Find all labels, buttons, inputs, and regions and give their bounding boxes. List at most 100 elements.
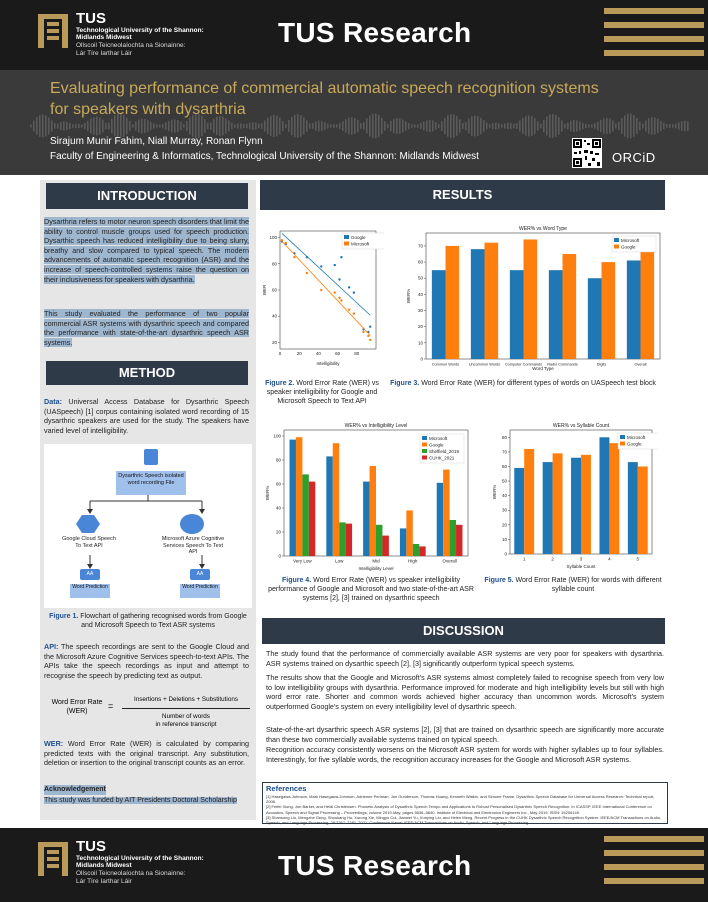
intro-text-2: This study evaluated the performance of … xyxy=(44,309,249,347)
data-label: Data: xyxy=(44,397,62,406)
chart-wer-vs-intelligibility: 20 40 60 80 100 Intelligibility WER 0 20 40 60 80 Go… xyxy=(258,219,384,371)
x-tick-label: Overall xyxy=(634,363,646,367)
reference-2: [2] Feifei Xiong, Jon Barker, and Heidi … xyxy=(266,804,652,815)
tus-logo-icon xyxy=(38,842,68,876)
api-label: API: xyxy=(44,642,59,651)
y-tick-label: 40 xyxy=(502,493,508,498)
x-tick-label: 5 xyxy=(637,557,640,562)
legend-box xyxy=(341,232,384,250)
bar xyxy=(609,443,620,554)
y-tick-label: 60 xyxy=(502,464,508,469)
bar xyxy=(445,245,460,359)
x-tick-label: Common Words xyxy=(432,363,459,367)
y-tick-label: 100 xyxy=(273,434,281,439)
y-tick-label: 60 xyxy=(418,260,424,265)
bar xyxy=(571,457,581,554)
wer-label: WER: xyxy=(44,739,64,748)
y-tick-label: 80 xyxy=(272,261,278,266)
legend-swatch xyxy=(422,436,427,440)
scatter-point xyxy=(338,296,341,300)
y-axis-label: WER xyxy=(262,284,267,295)
y-tick-label: 20 xyxy=(418,324,424,329)
bar xyxy=(302,474,309,556)
fig1-label: Figure 1. xyxy=(49,613,79,620)
chart-title: WER% vs Word Type xyxy=(519,226,567,232)
y-tick-label: 100 xyxy=(269,235,277,240)
bar xyxy=(552,453,563,554)
intro-paragraph-2: This study evaluated the performance of … xyxy=(44,309,249,347)
discussion-p1: The study found that the performance of … xyxy=(266,649,664,668)
wer-lhs: Word Error Rate (WER) xyxy=(44,698,110,716)
bar xyxy=(470,249,485,359)
bar xyxy=(587,278,602,359)
results-heading: RESULTS xyxy=(260,180,665,210)
legend-label: CUHK_2021 xyxy=(429,456,455,461)
legend-box xyxy=(611,235,657,253)
bar xyxy=(431,270,446,359)
wer-numerator: Insertions + Deletions + Substitutions xyxy=(134,696,238,703)
figure4-caption: Figure 4. Word Error Rate (WER) vs speak… xyxy=(268,576,474,603)
scatter-point xyxy=(369,325,372,328)
wer-den-line1: Number of words xyxy=(162,713,210,720)
bar xyxy=(369,466,376,556)
scatter-point xyxy=(369,338,372,342)
text-output-icon: AA xyxy=(190,569,210,580)
bar xyxy=(626,260,641,359)
legend-swatch xyxy=(614,238,619,242)
x-axis-label: Syllable Count xyxy=(566,564,596,569)
x-axis-label: Intelligibility xyxy=(316,361,340,366)
bar xyxy=(509,270,524,359)
scatter-point xyxy=(333,291,336,294)
y-axis-label: WER% xyxy=(406,289,411,304)
fig5-label: Figure 5. xyxy=(484,577,514,584)
fig4-label: Figure 4. xyxy=(281,577,312,584)
legend-swatch xyxy=(620,435,625,439)
text-output-icon: AA xyxy=(80,569,100,580)
title-line2: for speakers with dysarthria xyxy=(50,101,246,118)
waveform-decoration xyxy=(30,113,689,139)
scatter-point xyxy=(347,308,351,311)
wer-equals: = xyxy=(108,701,114,711)
bar xyxy=(376,524,383,556)
x-tick-label: Low xyxy=(335,559,344,564)
scatter-point xyxy=(284,241,287,244)
tus-logo-icon xyxy=(38,14,68,48)
legend-label: Microsoft xyxy=(429,436,448,441)
org-line4: Lár Tíre Iarthar Láir xyxy=(76,50,132,57)
bar xyxy=(524,448,535,554)
x-tick-label: 2 xyxy=(551,557,554,562)
wer-den-line2: in reference transcript xyxy=(155,721,217,728)
scatter-point xyxy=(293,256,296,259)
scatter-point xyxy=(347,286,351,289)
bar xyxy=(514,467,525,554)
chart-wer-vs-word-type: 0 10 20 30 40 50 60 70 WER% vs Word Type Word Typ… xyxy=(400,219,666,371)
discussion-heading: DISCUSSION xyxy=(262,618,665,644)
acknowledgement: Acknowledgement This study was funded by… xyxy=(44,785,249,805)
legend-swatch xyxy=(422,442,427,447)
x-tick-label: 3 xyxy=(580,557,583,562)
legend-swatch xyxy=(344,241,349,246)
wer-lhs-line2: (WER) xyxy=(66,708,88,715)
legend-label: Sheffield_2019 xyxy=(429,449,459,454)
audio-file-icon xyxy=(144,449,158,465)
bar xyxy=(542,462,553,554)
legend-swatch xyxy=(422,449,427,453)
figure1-caption: Figure 1. Flowchart of gathering recogni… xyxy=(44,612,252,630)
brand-title: TUS Research xyxy=(278,850,472,881)
azure-speech-icon xyxy=(180,514,204,534)
legend-swatch xyxy=(344,235,349,239)
legend-swatch xyxy=(614,244,619,249)
wer-lhs-line1: Word Error Rate xyxy=(51,699,103,706)
y-tick-label: 30 xyxy=(502,508,508,513)
x-tick-label: Overall xyxy=(442,559,456,564)
fraction-line xyxy=(122,708,250,709)
y-axis-label: WER% xyxy=(265,486,270,501)
x-tick-label: 60 xyxy=(335,351,341,356)
x-tick-label: Mid xyxy=(372,559,380,564)
stripe-decoration xyxy=(604,836,704,892)
x-tick-label: 20 xyxy=(297,351,303,356)
x-axis-label: Word Type xyxy=(532,366,554,371)
scatter-point xyxy=(320,288,323,292)
scatter-point xyxy=(280,238,284,242)
bar xyxy=(406,510,413,556)
